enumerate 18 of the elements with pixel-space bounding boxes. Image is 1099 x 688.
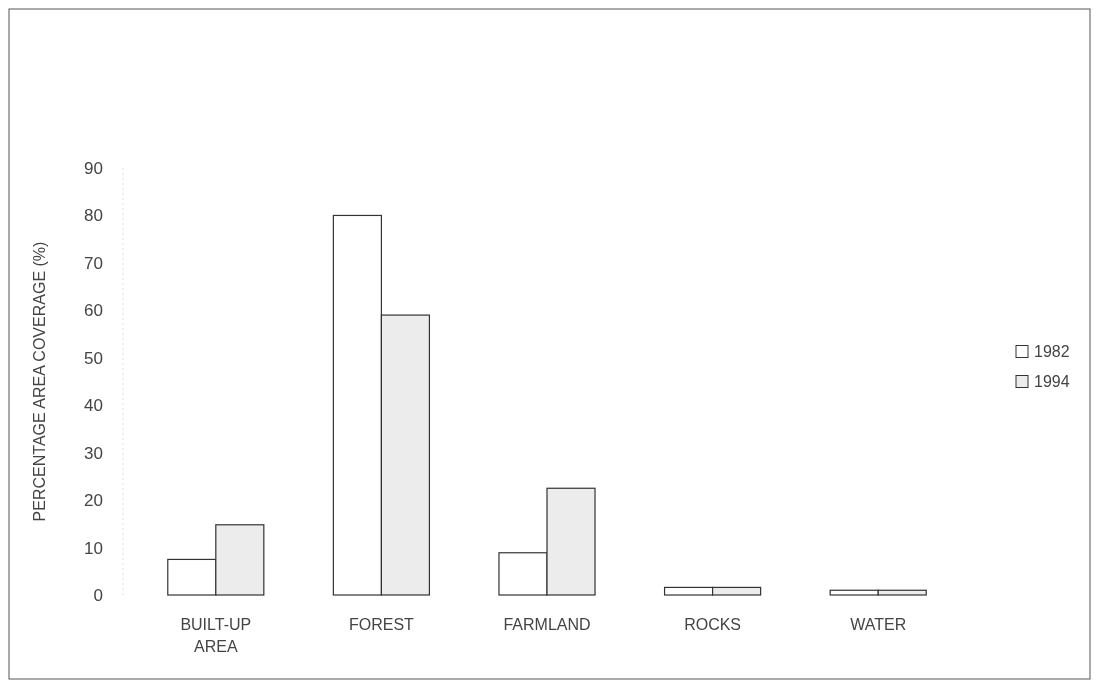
- x-tick-label: FARMLAND: [503, 616, 591, 633]
- y-axis-title: PERCENTAGE AREA COVERAGE (%): [31, 241, 48, 522]
- x-tick-label: BUILT-UP AREA: [180, 616, 252, 655]
- y-tick-label: 20: [84, 491, 103, 511]
- x-tick-label: WATER: [850, 616, 907, 633]
- y-tick-label: 50: [84, 348, 103, 368]
- x-tick-label: FOREST: [348, 616, 415, 633]
- y-tick-label: 40: [84, 396, 103, 416]
- legend-label: 1982: [1034, 343, 1070, 361]
- y-tick-label: 30: [84, 443, 103, 463]
- y-tick-label: 70: [84, 253, 103, 273]
- y-tick-label: 60: [84, 301, 103, 321]
- y-tick-label: 90: [84, 158, 103, 178]
- x-tick-label: ROCKS: [684, 616, 742, 633]
- legend-label: 1994: [1034, 373, 1070, 391]
- y-tick-label: 10: [84, 538, 103, 558]
- y-tick-label: 0: [93, 585, 103, 605]
- y-tick-label: 80: [84, 206, 103, 226]
